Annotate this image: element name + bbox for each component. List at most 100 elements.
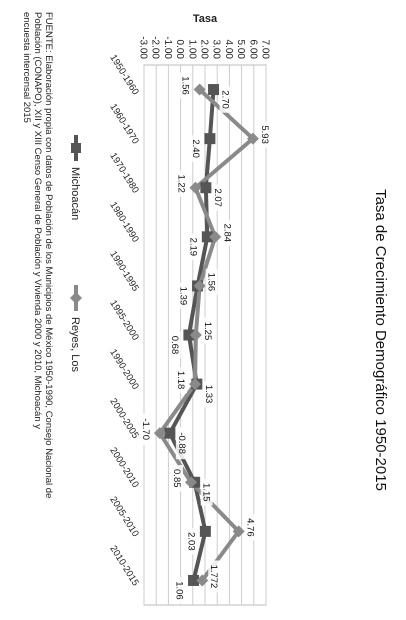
- data-label: 0.68: [169, 336, 180, 355]
- data-label: 1.06: [174, 581, 185, 600]
- y-tick-label: 7.00: [260, 40, 271, 60]
- data-label-bg: [170, 465, 183, 492]
- data-label-bg: [244, 514, 257, 541]
- legend-label: Reyes, Los: [69, 317, 81, 373]
- data-point: [199, 525, 211, 537]
- y-axis-ticks: -3.00 -2.00 -1.00 0.00 1.00 2.00 3.00 4.00 5.00 6…: [138, 36, 271, 59]
- data-point: [188, 574, 200, 586]
- source-line: encuesta intercensal 2015: [21, 12, 32, 123]
- data-label-bg: [187, 233, 200, 261]
- data-point: [188, 378, 201, 391]
- y-tick-label: 1.00: [186, 40, 197, 60]
- series-markers: [153, 83, 259, 587]
- data-point: [204, 133, 216, 145]
- y-tick-label: -1.00: [162, 36, 173, 59]
- data-point: [209, 230, 222, 243]
- data-label: 5.93: [259, 125, 270, 144]
- x-tick-label: 2000-2005: [107, 396, 140, 440]
- x-tick-label: 1960-1970: [107, 102, 140, 146]
- data-point: [201, 231, 213, 243]
- data-label: 0.85: [171, 469, 182, 488]
- data-label-bg: [175, 170, 188, 197]
- y-tick-label: 2.00: [199, 40, 210, 60]
- x-tick-label: 1995-2000: [107, 298, 140, 342]
- data-label: 2.40: [190, 139, 201, 158]
- data-label: 1.56: [206, 273, 217, 292]
- data-label-bg: [202, 380, 215, 408]
- legend-marker: [71, 143, 81, 153]
- y-tick-label: 6.00: [247, 40, 258, 60]
- data-label-bg: [179, 72, 192, 99]
- source-note: FUENTE: Elaboración propia con datos de …: [21, 12, 54, 498]
- data-label-bg: [168, 331, 181, 359]
- data-point: [208, 84, 220, 96]
- data-label-bg: [185, 528, 198, 555]
- chart-title: Tasa de Crecimiento Demográfico 1950-201…: [372, 189, 389, 491]
- data-label: 1.56: [180, 76, 191, 95]
- x-tick-label: 1990-1995: [107, 249, 140, 293]
- data-label: 1.22: [175, 174, 186, 193]
- data-point: [232, 525, 245, 538]
- data-label-bg: [205, 268, 218, 296]
- data-label-bg: [201, 317, 214, 345]
- y-tick-label: 4.00: [223, 40, 234, 60]
- y-axis-title: Tasa: [193, 13, 218, 25]
- x-axis-categories: 1950-1960 1960-1970 1970-1980 1980-1990 1990…: [107, 53, 140, 588]
- x-tick-label: 1970-1980: [107, 151, 140, 195]
- data-point: [184, 476, 197, 489]
- data-label-bg: [139, 413, 152, 446]
- data-label: 2.84: [221, 224, 232, 243]
- legend-marker: [70, 292, 82, 304]
- x-tick-label: 1950-1960: [107, 53, 140, 97]
- data-label: 4.76: [245, 518, 256, 537]
- data-label: 1.18: [175, 371, 186, 390]
- data-label-bg: [208, 560, 221, 593]
- y-tick-label: 5.00: [235, 40, 246, 60]
- data-label-bg: [173, 577, 186, 604]
- data-label-bg: [189, 135, 202, 162]
- data-labels: 2.70 2.40 2.07 2.19 1.39 0.68 1.33 -0.88 1.15 2.0…: [139, 72, 271, 604]
- data-point: [196, 574, 209, 587]
- data-point: [189, 329, 202, 341]
- data-label: 1.39: [178, 287, 189, 306]
- y-tick-label: -3.00: [138, 36, 149, 59]
- data-point: [153, 427, 166, 440]
- data-point: [189, 181, 202, 194]
- data-point: [193, 83, 206, 96]
- data-label: -0.88: [176, 432, 187, 454]
- data-label-bg: [211, 184, 224, 211]
- data-label: 2.19: [187, 238, 198, 257]
- x-tick-label: 1980-1990: [107, 200, 140, 244]
- y-tick-label: 0.00: [174, 40, 185, 60]
- x-tick-label: 2005-2010: [107, 495, 140, 539]
- y-tick-label: 3.00: [211, 40, 222, 60]
- source-line: FUENTE: Elaboración propia con datos de …: [43, 12, 54, 498]
- data-point: [246, 132, 259, 145]
- data-label: -1.70: [140, 418, 151, 440]
- x-tick-label: 1990-2000: [107, 347, 140, 391]
- data-label: 2.03: [185, 532, 196, 551]
- legend: Michoacán Reyes, Los: [69, 135, 82, 373]
- data-label-bg: [258, 121, 271, 148]
- data-label-bg: [177, 282, 190, 310]
- data-label-bg: [175, 427, 188, 460]
- data-label: 1.33: [203, 385, 214, 404]
- data-label: 1.772: [208, 565, 219, 589]
- x-tick-label: 2000-2010: [107, 446, 140, 490]
- y-tick-label: -2.00: [150, 36, 161, 59]
- data-label-bg: [219, 86, 232, 113]
- data-point: [200, 182, 212, 194]
- source-line: Población (CONAPO), XII y XIII Censo Gen…: [32, 12, 43, 429]
- x-tick-label: 2010-2015: [107, 544, 140, 588]
- data-label-bg: [200, 479, 213, 506]
- data-point: [193, 279, 206, 292]
- data-label: 2.07: [212, 188, 223, 207]
- data-point: [183, 329, 195, 341]
- data-label: 1.25: [202, 322, 213, 341]
- data-label: 1.15: [201, 483, 212, 502]
- legend-label: Michoacán: [69, 167, 81, 220]
- data-point: [164, 427, 176, 439]
